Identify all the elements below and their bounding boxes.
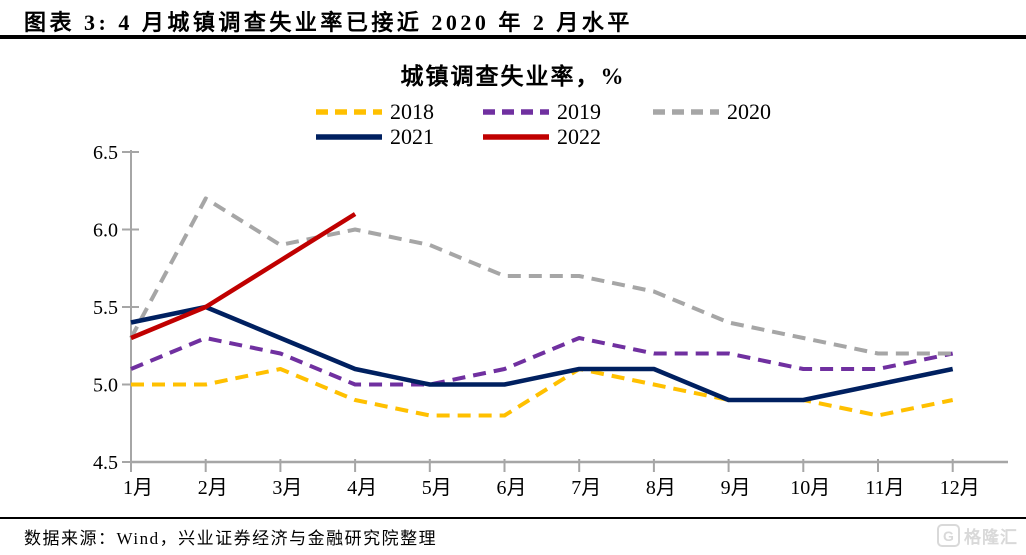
legend-label-2018: 2018 (390, 99, 434, 124)
x-tick-label: 10月 (790, 477, 830, 499)
legend-item-2022: 2022 (483, 125, 653, 149)
x-tick-label: 11月 (865, 477, 904, 499)
chart-legend: 2018 2019 2020 2021 2022 (316, 100, 771, 149)
legend-label-2021: 2021 (390, 124, 434, 149)
footer-divider (0, 517, 1026, 519)
y-tick-label: 5.0 (93, 375, 118, 397)
legend-item-2019: 2019 (483, 100, 653, 124)
legend-label-2022: 2022 (557, 124, 601, 149)
y-tick-label: 6.0 (93, 220, 118, 242)
x-tick-label: 8月 (646, 477, 676, 499)
chart-title: 城镇调查失业率，% (400, 64, 626, 89)
data-source: 数据来源：Wind，兴业证券经济与金融研究院整理 (24, 529, 438, 548)
logo-text: 格隆汇 (964, 528, 1018, 547)
figure-title: 图表 3: 4 月城镇调查失业率已接近 2020 年 2 月水平 (24, 10, 633, 35)
x-tick-label: 2月 (198, 477, 228, 499)
series-line-2021 (130, 304, 954, 403)
legend-item-2018: 2018 (316, 100, 483, 124)
x-tick-label: 9月 (721, 477, 751, 499)
legend-label-2020: 2020 (727, 99, 771, 124)
series-line-2019 (130, 336, 954, 387)
legend-label-2019: 2019 (557, 99, 601, 124)
series-line-2020 (129, 196, 953, 356)
legend-item-2021: 2021 (316, 125, 483, 149)
x-tick-label: 3月 (272, 477, 302, 499)
series-line-2022 (130, 212, 357, 341)
x-tick-label: 6月 (497, 477, 527, 499)
series-line-2018 (131, 367, 954, 418)
legend-swatch-2021 (316, 134, 382, 140)
gelonghui-logo: G 格隆汇 (937, 523, 1018, 548)
x-tick-label: 12月 (940, 477, 980, 499)
title-divider (0, 35, 1026, 39)
x-tick-label: 7月 (571, 477, 601, 499)
y-tick-label: 4.5 (93, 452, 118, 474)
legend-swatch-2019 (483, 109, 549, 115)
y-tick-label: 5.5 (93, 297, 118, 319)
x-tick-label: 4月 (347, 477, 377, 499)
x-tick-label: 5月 (422, 477, 452, 499)
legend-swatch-2018 (316, 109, 382, 115)
legend-item-2020: 2020 (653, 100, 771, 124)
legend-swatch-2022 (483, 134, 549, 140)
logo-g-icon: G (937, 524, 960, 547)
x-tick-label: 1月 (123, 477, 153, 499)
legend-swatch-2020 (653, 109, 719, 115)
y-tick-label: 6.5 (93, 142, 118, 164)
